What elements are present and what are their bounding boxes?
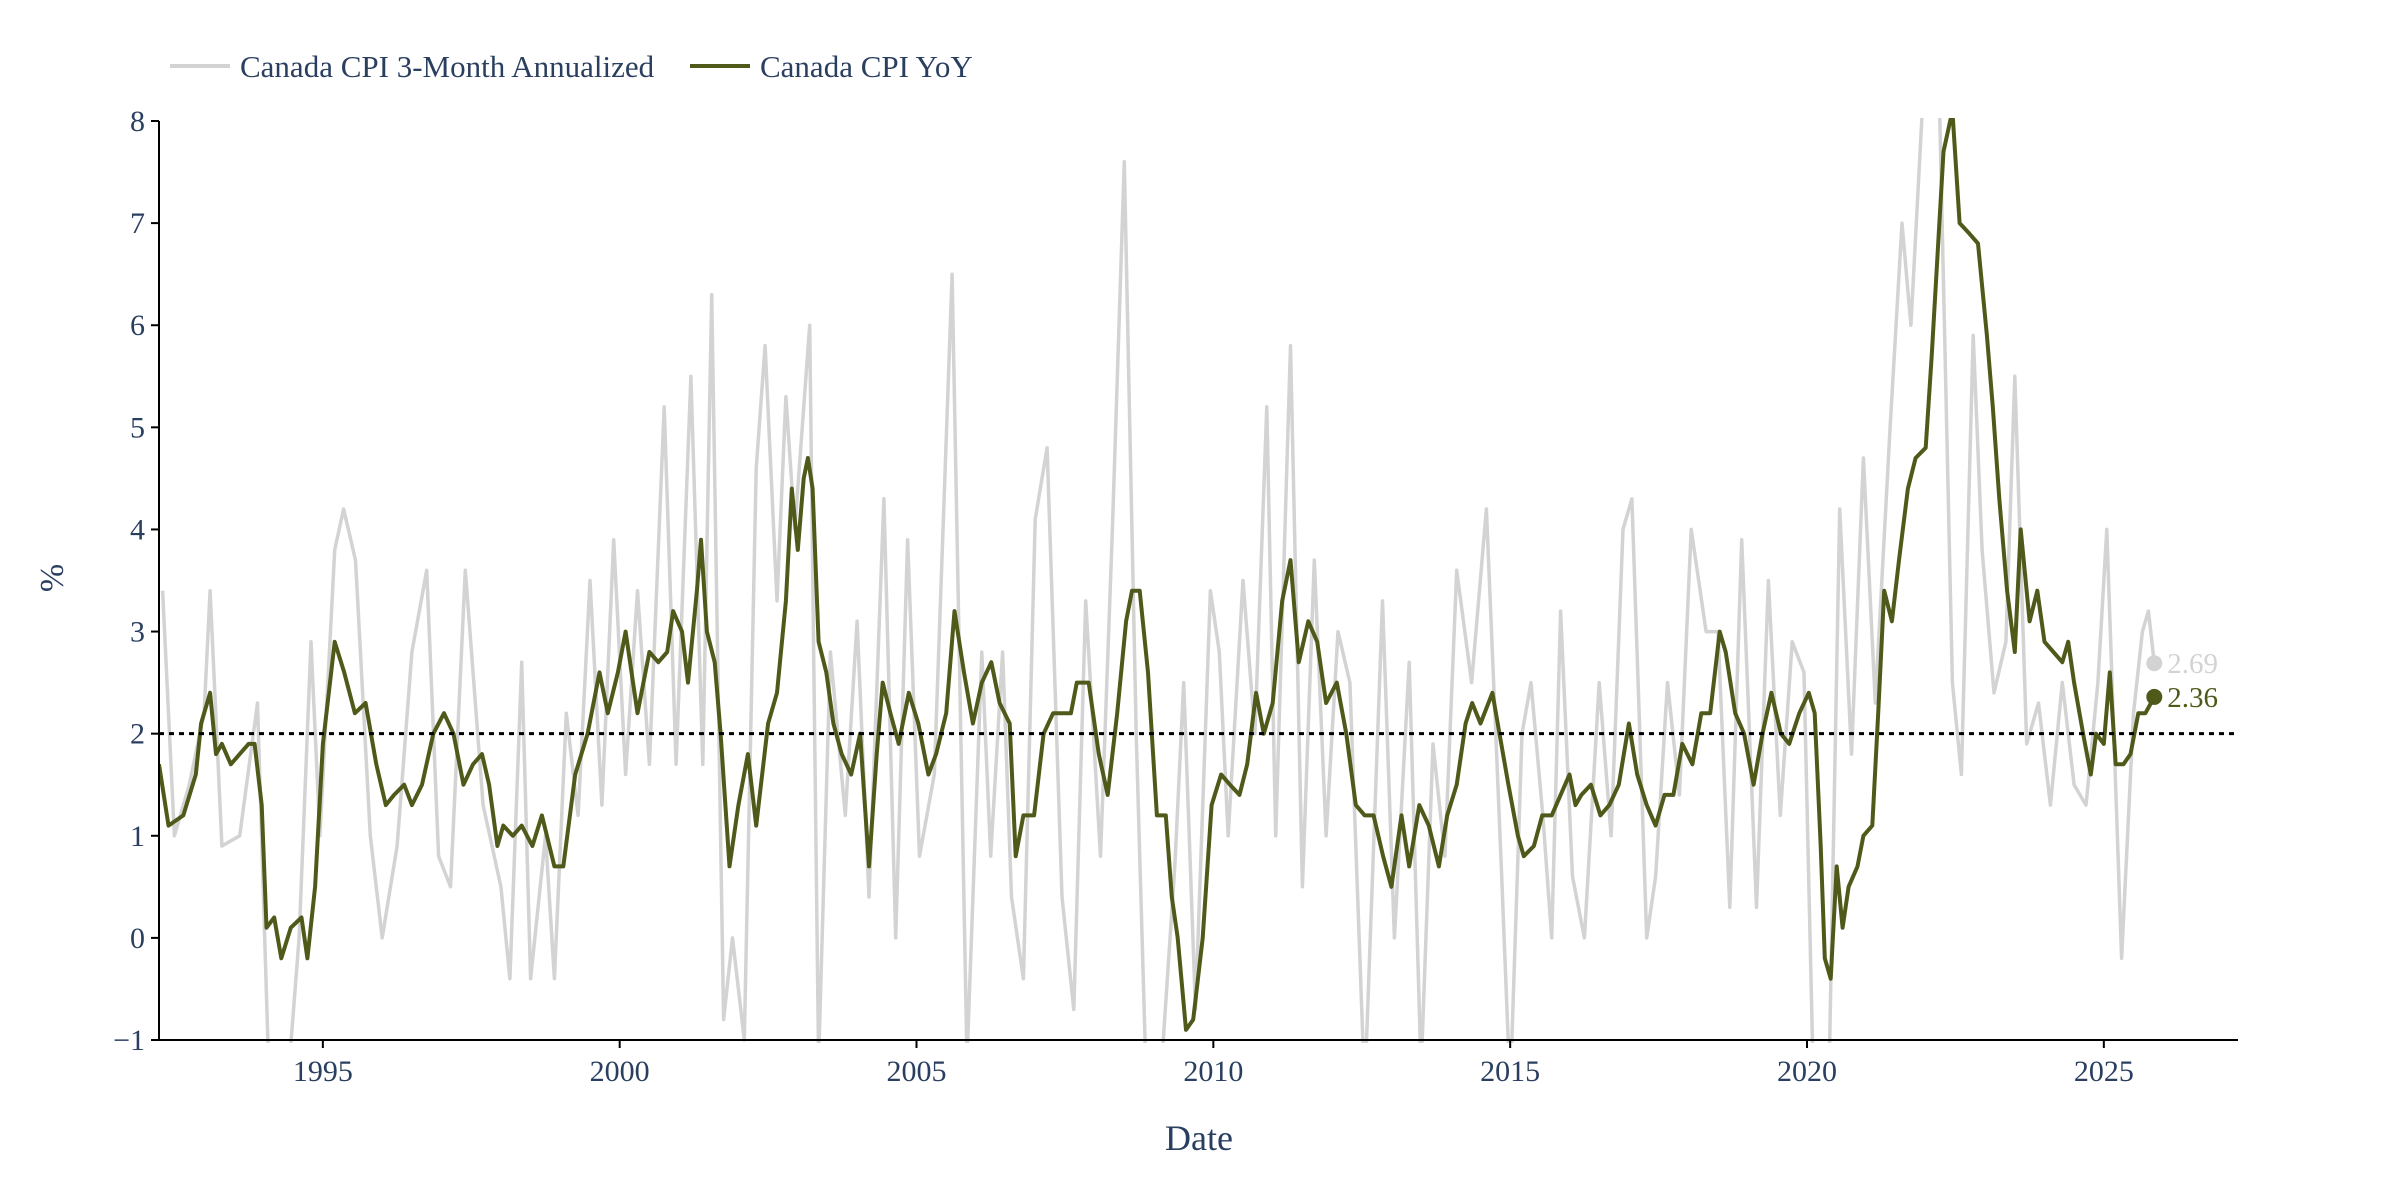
x-tick-label: 2000 bbox=[590, 1055, 650, 1088]
y-tick-label: 3 bbox=[130, 616, 145, 649]
end-marker-yoy bbox=[2146, 688, 2163, 705]
x-axis-title: Date bbox=[1165, 1118, 1233, 1158]
end-marker-3m-annualized bbox=[2146, 655, 2163, 672]
y-tick-label: 2 bbox=[130, 718, 145, 751]
y-tick-label: 8 bbox=[130, 105, 145, 138]
series-line-3m-annualized bbox=[160, 118, 2157, 1043]
y-tick-label: 7 bbox=[130, 207, 145, 240]
legend: Canada CPI 3-Month Annualized Canada CPI… bbox=[170, 49, 973, 84]
legend-label-3m-annualized: Canada CPI 3-Month Annualized bbox=[240, 49, 655, 84]
x-tick-label: 2020 bbox=[1777, 1055, 1837, 1088]
legend-label-yoy: Canada CPI YoY bbox=[760, 49, 973, 84]
x-tick-label: 2005 bbox=[887, 1055, 947, 1088]
x-tick-label: 1995 bbox=[293, 1055, 353, 1088]
y-tick-label: 1 bbox=[130, 820, 145, 853]
end-label-3m-annualized: 2.69 bbox=[2167, 648, 2218, 680]
y-tick-label: −1 bbox=[113, 1024, 145, 1057]
y-tick-label: 6 bbox=[130, 309, 145, 342]
series-line-yoy bbox=[159, 118, 2157, 1032]
x-tick-label: 2025 bbox=[2074, 1055, 2134, 1088]
y-tick-label: 5 bbox=[130, 411, 145, 444]
y-tick-label: 4 bbox=[130, 513, 145, 546]
x-tick-label: 2015 bbox=[1480, 1055, 1540, 1088]
x-tick-label: 2010 bbox=[1183, 1055, 1243, 1088]
y-axis-title: % bbox=[34, 564, 71, 592]
y-tick-label: 0 bbox=[130, 922, 145, 955]
end-label-yoy: 2.36 bbox=[2167, 682, 2218, 714]
